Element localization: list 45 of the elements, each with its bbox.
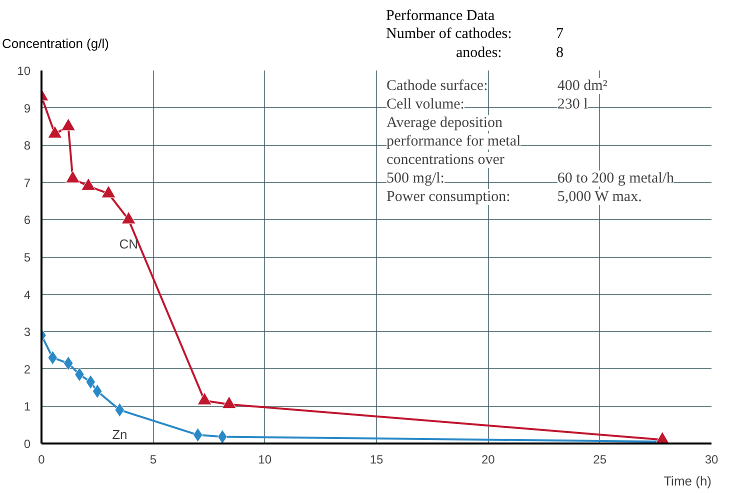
text: Cathode surface: 400 dm² bbox=[386, 78, 608, 94]
x-tick-label: 0 bbox=[38, 452, 46, 466]
y-tick-label: 8 bbox=[24, 138, 31, 153]
text: Cell volume: 230 l bbox=[386, 96, 588, 112]
point bbox=[101, 185, 116, 198]
annotation: concentrations over bbox=[386, 152, 504, 168]
x-tick-label: 5 bbox=[150, 452, 157, 466]
x-tick-label: 20 bbox=[481, 452, 496, 466]
point bbox=[66, 170, 80, 183]
y-tick-label: 0 bbox=[24, 437, 31, 451]
point bbox=[48, 126, 62, 138]
y-axis-title: Concentration (g/l) bbox=[2, 36, 109, 51]
x-tick-label: 30 bbox=[704, 452, 718, 466]
point bbox=[114, 402, 125, 418]
x-axis-title: Time (h) bbox=[664, 474, 712, 488]
y-tick-label: 2 bbox=[24, 362, 31, 376]
y-tick-label: 10 bbox=[17, 64, 31, 78]
y-tick-label: 6 bbox=[24, 213, 31, 228]
text: Number of cathodes: 7 bbox=[386, 26, 564, 42]
point bbox=[63, 356, 74, 371]
point bbox=[61, 118, 76, 131]
series-label: CN bbox=[119, 236, 138, 252]
point bbox=[48, 350, 58, 365]
x-tick-label: 25 bbox=[593, 452, 607, 466]
text: 500 mg/l: 60 to 200 g metal/h bbox=[386, 170, 674, 186]
y-tick-label: 4 bbox=[24, 288, 31, 302]
annotation: performance for metal bbox=[386, 134, 521, 150]
point bbox=[121, 211, 136, 224]
y-tick-label: 7 bbox=[24, 176, 31, 190]
x-tick-label: 15 bbox=[370, 452, 384, 466]
y-tick-label: 9 bbox=[24, 101, 31, 116]
annotation: Average deposition bbox=[386, 115, 503, 131]
point bbox=[81, 178, 96, 190]
text: anodes: 8 bbox=[456, 45, 564, 61]
point bbox=[86, 374, 96, 390]
point bbox=[192, 428, 203, 442]
series-label: Zn bbox=[112, 426, 128, 442]
y-tick-label: 5 bbox=[24, 250, 31, 264]
point bbox=[92, 384, 102, 399]
y-tick-label: 1 bbox=[24, 400, 31, 414]
point bbox=[217, 430, 228, 444]
text: Power consumption: 5,000 W max. bbox=[386, 189, 642, 205]
x-tick-label: 10 bbox=[258, 452, 272, 466]
y-tick-label: 3 bbox=[24, 325, 31, 340]
text: Performance Data bbox=[386, 8, 495, 25]
